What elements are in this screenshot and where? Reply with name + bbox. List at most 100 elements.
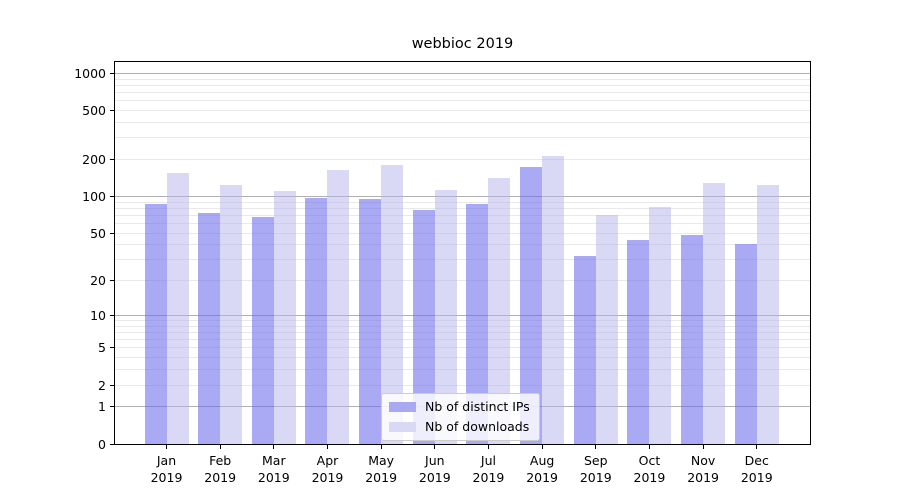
legend-label: Nb of distinct IPs <box>425 399 530 414</box>
legend-label: Nb of downloads <box>425 419 530 434</box>
x-tick-label: Jul 2019 <box>472 453 505 485</box>
bar <box>573 256 596 444</box>
y-tick-mark <box>110 384 114 386</box>
legend-entry: Nb of downloads <box>389 420 530 434</box>
gridline-minor <box>115 244 810 246</box>
gridline-minor <box>115 214 810 216</box>
x-tick-mark <box>326 445 328 449</box>
bar <box>144 204 167 444</box>
gridline-minor <box>115 92 810 94</box>
gridline-minor <box>115 201 810 203</box>
gridline-minor <box>115 159 810 161</box>
gridline-minor <box>115 369 810 371</box>
plot-area: 0 1 2 5 10 20 50 100 200 500 1000 Jan 2019 Feb 2019… <box>74 61 811 485</box>
gridline-minor <box>115 331 810 333</box>
y-tick-mark <box>110 443 114 445</box>
gridline-minor <box>115 339 810 341</box>
y-tick-label: 500 <box>82 103 106 119</box>
bar <box>412 210 435 444</box>
x-tick-label: Jan 2019 <box>150 453 183 485</box>
bar <box>595 215 618 444</box>
bar <box>542 156 565 444</box>
bar <box>305 198 328 444</box>
gridline-minor <box>115 84 810 86</box>
x-tick-label: Jun 2019 <box>418 453 451 485</box>
y-tick-label: 5 <box>98 340 106 356</box>
bar <box>734 243 757 444</box>
bar <box>381 164 404 444</box>
x-tick-mark <box>541 445 543 449</box>
bar <box>251 216 274 444</box>
y-tick-label: 50 <box>90 225 106 241</box>
x-axis: Jan 2019 Feb 2019 Mar 2019 Apr 2019 May 2019… <box>115 62 810 485</box>
x-tick-mark <box>595 445 597 449</box>
bar <box>756 184 779 444</box>
gridline-minor <box>115 78 810 80</box>
x-tick-mark <box>380 445 382 449</box>
y-tick-label: 10 <box>90 307 106 323</box>
y-tick-label: 20 <box>90 273 106 289</box>
y-tick-label: 100 <box>82 188 106 204</box>
bar <box>520 166 543 444</box>
y-axis: 0 1 2 5 10 20 50 100 200 500 1000 <box>74 62 810 452</box>
x-tick-label: Oct 2019 <box>633 453 666 485</box>
x-tick-mark <box>756 445 758 449</box>
gridline-minor <box>115 207 810 209</box>
y-tick-label: 1000 <box>74 65 106 81</box>
y-tick-mark <box>110 347 114 349</box>
gridline-minor <box>115 232 810 234</box>
y-tick-mark <box>110 406 114 408</box>
gridline-minor <box>115 259 810 261</box>
y-tick-label: 0 <box>98 436 106 452</box>
x-tick-mark <box>273 445 275 449</box>
x-tick-label: Nov 2019 <box>687 453 719 485</box>
bar <box>273 190 296 444</box>
bar <box>220 184 243 444</box>
gridline-minor <box>115 100 810 102</box>
gridline-minor <box>115 325 810 327</box>
x-tick-mark <box>434 445 436 449</box>
bar <box>488 178 511 444</box>
bar <box>166 173 189 444</box>
gridline-minor <box>115 223 810 224</box>
bar <box>649 206 672 444</box>
bar <box>466 204 489 444</box>
bar <box>359 198 382 444</box>
gridline-minor <box>115 280 810 282</box>
y-tick-mark <box>110 159 114 161</box>
gridline-minor <box>115 110 810 112</box>
x-tick-label: Dec 2019 <box>740 453 773 485</box>
gridline-major <box>115 314 810 316</box>
x-tick-label: Sep 2019 <box>579 453 612 485</box>
gridline-minor <box>115 122 810 123</box>
bars-layer <box>115 62 810 444</box>
y-tick-mark <box>110 314 114 316</box>
y-tick-mark <box>110 232 114 234</box>
x-tick-label: Feb 2019 <box>204 453 237 485</box>
bar <box>681 235 704 444</box>
bar <box>327 170 350 444</box>
y-tick-label: 200 <box>82 152 106 168</box>
legend: Nb of distinct IPs Nb of downloads <box>381 393 540 441</box>
legend-swatch <box>389 422 416 432</box>
y-tick-mark <box>110 195 114 197</box>
gridline-minor <box>115 384 810 386</box>
x-tick-mark <box>219 445 221 449</box>
gridlines-layer <box>115 62 810 444</box>
y-tick-label: 1 <box>98 399 106 415</box>
gridline-major <box>115 72 810 74</box>
x-tick-mark <box>648 445 650 449</box>
y-tick-mark <box>110 110 114 112</box>
y-tick-label: 2 <box>98 377 106 393</box>
gridline-major <box>115 195 810 197</box>
legend-swatch <box>389 402 416 412</box>
gridline-minor <box>115 137 810 139</box>
y-tick-mark <box>110 72 114 74</box>
chart-title: webbioc 2019 <box>411 36 514 52</box>
bar <box>627 239 650 444</box>
y-tick-mark <box>110 280 114 282</box>
legend-entry: Nb of distinct IPs <box>389 400 530 414</box>
bar <box>434 190 457 444</box>
x-tick-label: Apr 2019 <box>311 453 344 485</box>
